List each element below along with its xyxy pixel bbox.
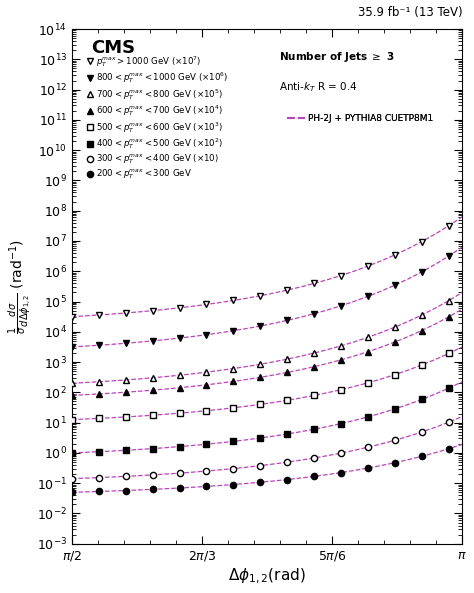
Text: Number of Jets $\geq$ 3: Number of Jets $\geq$ 3 [279,50,394,63]
Text: 35.9 fb⁻¹ (13 TeV): 35.9 fb⁻¹ (13 TeV) [357,6,462,19]
Y-axis label: $\frac{1}{\sigma}\frac{d\sigma}{d\Delta\phi_{1,2}}$ (rad$^{-1}$): $\frac{1}{\sigma}\frac{d\sigma}{d\Delta\… [7,239,34,334]
Text: CMS: CMS [91,39,136,58]
X-axis label: $\Delta\phi_{1,2}$(rad): $\Delta\phi_{1,2}$(rad) [228,567,306,586]
Text: Anti-$k_{T}$ R = 0.4: Anti-$k_{T}$ R = 0.4 [279,81,357,94]
Legend: PH-2J + PYTHIA8 CUETP8M1: PH-2J + PYTHIA8 CUETP8M1 [283,111,437,127]
